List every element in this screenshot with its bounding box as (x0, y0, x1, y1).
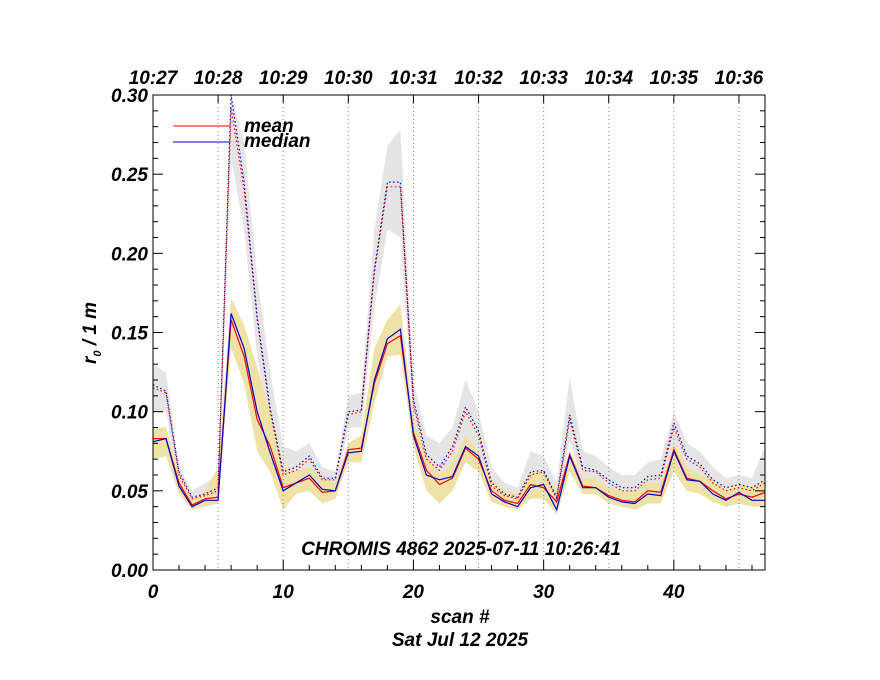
band-yellow (153, 297, 765, 515)
y-tick-label-0: 0.00 (111, 561, 148, 582)
y-axis-title: r0 / 1 m (80, 302, 104, 364)
time-label-5: 10:32 (454, 68, 503, 89)
legend-label-mean: mean (244, 116, 294, 137)
band-gray (153, 95, 765, 507)
tick-layer: 0 10 20 30 40 10:27 10:28 10:29 10:30 10:31 10:32 1… (111, 68, 765, 603)
y-axis-title-r: r (80, 355, 101, 364)
x-axis-title: scan # (430, 607, 490, 628)
time-label-8: 10:35 (650, 68, 699, 89)
y-tick-label-6: 0.30 (111, 86, 148, 107)
x-tick-label-0: 0 (148, 582, 159, 603)
x-tick-label-3: 30 (533, 582, 555, 603)
time-label-4: 10:31 (389, 68, 438, 89)
series-layer (152, 94, 766, 512)
time-label-1: 10:28 (194, 68, 243, 89)
series-line-2 (152, 107, 766, 501)
series-line-0 (153, 319, 766, 506)
time-label-3: 10:30 (324, 68, 373, 89)
x-tick-label-1: 10 (273, 582, 295, 603)
time-label-9: 10:36 (715, 68, 764, 89)
y-axis-title-sub: 0 (92, 350, 104, 357)
time-label-6: 10:33 (519, 68, 568, 89)
time-label-2: 10:29 (259, 68, 308, 89)
band-layer (153, 95, 765, 515)
y-tick-label-3: 0.15 (111, 324, 148, 345)
y-tick-label-4: 0.20 (111, 244, 148, 265)
time-label-7: 10:34 (584, 68, 633, 89)
series-line-1 (152, 313, 765, 512)
x-tick-label-4: 40 (662, 582, 685, 603)
legend: mean median (173, 116, 311, 152)
series-line-3 (152, 94, 766, 500)
x-axis-date: Sat Jul 12 2025 (392, 630, 529, 651)
y-tick-label-1: 0.05 (111, 482, 148, 503)
x-tick-label-2: 20 (402, 582, 425, 603)
y-tick-label-2: 0.10 (111, 403, 148, 424)
legend-label-median: median (244, 131, 311, 152)
y-axis-title-rest: / 1 m (80, 302, 101, 351)
time-label-0: 10:27 (129, 68, 179, 89)
chart-annotation: CHROMIS 4862 2025-07-11 10:26:41 (301, 539, 621, 560)
y-tick-label-5: 0.25 (111, 165, 148, 186)
